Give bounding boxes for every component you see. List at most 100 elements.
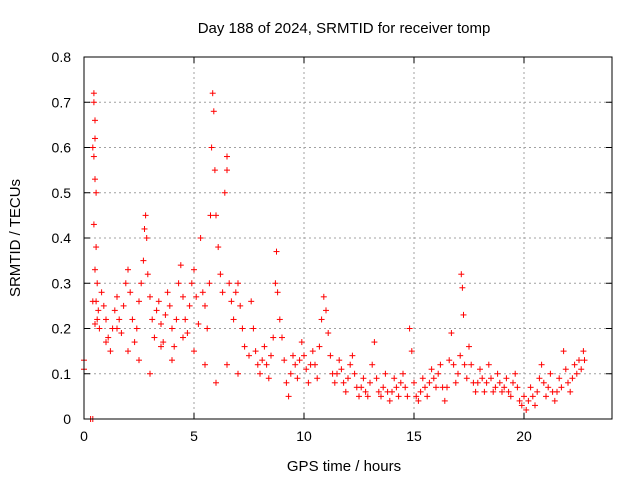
data-point (351, 370, 358, 377)
data-point (92, 135, 98, 142)
data-point (441, 397, 448, 404)
data-point (120, 302, 127, 309)
y-axis-title: SRMTID / TECUs (7, 179, 24, 297)
data-point (114, 325, 120, 332)
data-point (230, 316, 237, 323)
data-point (373, 375, 380, 382)
data-point (217, 271, 224, 278)
data-point (408, 348, 415, 355)
data-point (417, 388, 424, 395)
data-point (336, 357, 343, 364)
data-point (499, 388, 505, 395)
y-tick-label: 0.6 (52, 140, 72, 156)
data-point (558, 384, 565, 391)
data-point (450, 361, 457, 368)
data-point (287, 370, 294, 377)
data-point (382, 370, 389, 377)
data-point (483, 379, 490, 386)
data-point (142, 212, 149, 219)
data-point (235, 370, 241, 377)
data-point (250, 325, 257, 332)
data-point (523, 406, 530, 413)
data-point (140, 257, 147, 264)
data-point (514, 384, 521, 391)
data-point (98, 289, 105, 296)
data-point (527, 384, 534, 391)
data-point (173, 316, 180, 323)
data-point (560, 348, 567, 355)
data-point (290, 352, 296, 359)
data-point (562, 366, 569, 373)
data-point (136, 298, 142, 305)
data-point (204, 325, 211, 332)
data-point (433, 384, 439, 391)
data-point (501, 384, 508, 391)
data-point (125, 348, 131, 355)
data-point (213, 212, 219, 219)
x-tick-labels: 0 5 10 15 20 (80, 428, 532, 444)
data-point (505, 388, 512, 395)
data-point (232, 289, 239, 296)
y-tick-label: 0.7 (52, 94, 72, 110)
data-point (206, 280, 213, 287)
data-point (510, 379, 516, 386)
data-point (529, 393, 536, 400)
data-point (241, 343, 248, 350)
data-point (169, 325, 175, 332)
data-point (166, 302, 173, 309)
data-point (118, 330, 125, 337)
data-point (257, 370, 263, 377)
data-point (273, 248, 280, 255)
axis-ticks (83, 56, 612, 420)
data-point (458, 271, 465, 278)
data-point (468, 361, 475, 368)
data-point (151, 334, 158, 341)
data-point (219, 289, 226, 296)
data-point (141, 225, 148, 232)
data-point (406, 325, 413, 332)
data-point (503, 375, 510, 382)
data-point (428, 366, 435, 373)
data-point (259, 357, 266, 364)
data-point (485, 361, 492, 368)
data-point (276, 316, 283, 323)
data-point (578, 366, 585, 373)
data-point (270, 334, 277, 341)
data-point (272, 280, 279, 287)
data-point (460, 311, 467, 318)
data-point (400, 370, 406, 377)
data-point (422, 384, 428, 391)
data-point (314, 375, 321, 382)
data-point (327, 352, 334, 359)
data-point (95, 307, 102, 314)
data-point (573, 370, 580, 377)
data-point (208, 144, 215, 151)
data-point (459, 284, 466, 291)
data-point (393, 384, 400, 391)
data-point (89, 298, 96, 305)
data-point (395, 393, 402, 400)
data-point (160, 339, 167, 346)
data-point (149, 316, 156, 323)
data-point (107, 348, 114, 355)
data-point (263, 361, 270, 368)
data-point (177, 262, 184, 269)
data-point (532, 402, 538, 409)
data-point (479, 375, 486, 382)
data-point (444, 384, 450, 391)
data-point (472, 388, 479, 395)
data-point (296, 357, 303, 364)
data-point (136, 357, 142, 364)
data-point (358, 384, 365, 391)
data-point (474, 379, 481, 386)
data-point (285, 393, 292, 400)
data-point (325, 330, 332, 337)
data-point (512, 370, 519, 377)
data-point (386, 397, 393, 404)
data-point (90, 153, 97, 160)
y-tick-labels: 0 0.1 0.2 0.3 0.4 0.5 0.6 0.7 0.8 (52, 49, 72, 427)
data-point (345, 375, 351, 382)
data-point (202, 302, 208, 309)
data-point (215, 244, 222, 251)
